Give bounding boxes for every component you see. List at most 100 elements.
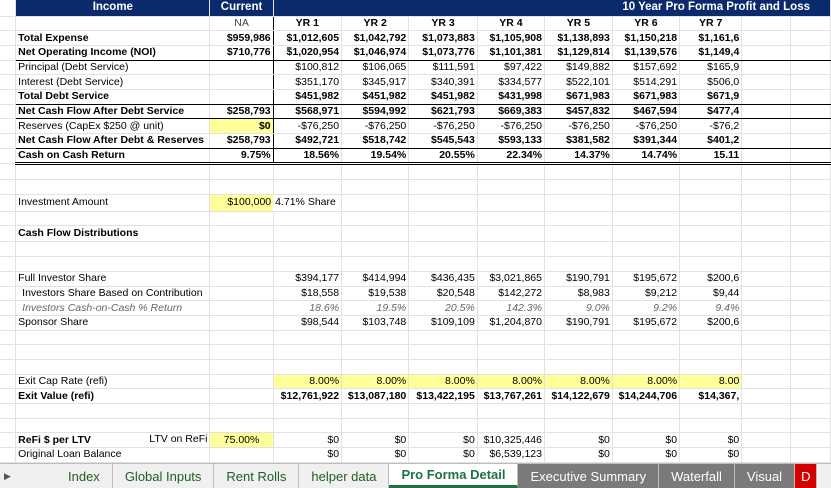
blank[interactable] [209,359,274,375]
year-7-value[interactable]: $0 [679,447,743,463]
blank[interactable] [273,359,343,375]
blank[interactable] [273,179,343,195]
blank[interactable] [612,418,681,434]
investment-share[interactable]: 4.71% Share [273,194,343,212]
tab-visual[interactable]: Visual [734,464,796,488]
blank[interactable] [477,179,546,195]
year-7-value[interactable]: 9.4% [679,300,743,316]
blank[interactable] [15,330,211,346]
blank[interactable] [0,359,17,375]
row-label[interactable]: Full Investor Share [15,270,211,287]
row-gutter[interactable] [0,148,17,165]
year-2-value[interactable]: $106,065 [341,60,410,76]
current-value[interactable]: $710,776 [209,45,274,61]
blank[interactable] [679,241,743,258]
year-3-value[interactable]: $1,073,776 [408,45,478,61]
current-value[interactable]: 9.75% [209,148,274,166]
year-2-value[interactable]: 19.54% [341,148,410,166]
blank[interactable] [544,256,613,272]
current-value[interactable] [209,60,274,76]
year-6-value[interactable]: $195,672 [612,315,681,331]
blank[interactable] [741,418,791,434]
row-gutter[interactable] [0,118,17,134]
year-3-value[interactable]: $545,543 [408,133,478,149]
year-header[interactable]: YR 3 [408,16,478,32]
year-7-value[interactable]: $0 [679,432,743,449]
blank[interactable] [741,270,791,287]
blank[interactable] [0,330,17,346]
year-1-value[interactable]: $492,721 [272,133,343,149]
blank[interactable] [790,16,831,32]
blank[interactable] [341,330,410,346]
row-label[interactable]: Investors Share Based on Contribution [15,286,211,302]
year-5-value[interactable]: $0 [544,447,613,463]
row-label[interactable]: Total Expense [15,30,211,46]
blank[interactable] [0,163,17,181]
row-label[interactable]: Cash on Cash Return [15,148,211,166]
blank[interactable] [544,179,613,195]
blank[interactable] [209,241,274,258]
tab-rent-rolls[interactable]: Rent Rolls [214,464,300,488]
blank[interactable] [741,359,791,375]
year-5-value[interactable]: $457,832 [544,104,613,120]
blank[interactable] [15,256,211,272]
blank[interactable] [741,300,791,316]
blank[interactable] [790,163,831,181]
year-7-value[interactable]: $506,0 [679,74,743,90]
row-gutter[interactable] [0,45,17,61]
row-label[interactable]: Net Cash Flow After Debt Service [15,104,211,120]
year-2-value[interactable]: $1,042,792 [341,30,410,46]
blank[interactable] [741,374,791,390]
tab-pro-forma-detail[interactable]: Pro Forma Detail [389,464,519,488]
blank[interactable] [741,89,791,105]
row-label[interactable]: Original Loan Balance [15,447,211,463]
row-label[interactable]: Exit Cap Rate (refi) [15,374,211,390]
blank[interactable] [544,359,613,375]
blank[interactable] [544,225,613,243]
year-4-value[interactable]: 22.34% [477,148,546,166]
current-value[interactable] [209,89,274,105]
year-4-value[interactable]: $1,204,870 [477,315,546,331]
current-value[interactable] [209,74,274,90]
blank[interactable] [0,241,17,258]
year-7-value[interactable]: $671,9 [679,89,743,105]
distributions-title[interactable]: Cash Flow Distributions [15,225,211,243]
year-header[interactable]: YR 6 [612,16,681,32]
ltv-on-refi-input[interactable]: 75.00% [209,432,274,449]
blank[interactable] [790,447,831,463]
blank[interactable] [209,225,274,243]
blank[interactable] [341,344,410,360]
blank[interactable] [209,403,274,419]
blank[interactable] [0,403,17,419]
year-7-value[interactable]: $0 [679,462,743,463]
current-value[interactable]: $959,986 [209,30,274,46]
investment-amount-input[interactable]: $100,000 [209,194,274,212]
blank[interactable] [612,330,681,346]
blank[interactable] [544,163,613,181]
year-6-value[interactable]: $0 [612,447,681,463]
blank[interactable] [741,447,791,463]
blank[interactable] [477,211,546,227]
blank[interactable] [273,211,343,227]
blank[interactable] [679,344,743,360]
year-3-value[interactable]: 20.55% [408,148,478,166]
blank[interactable] [408,256,478,272]
blank[interactable] [408,359,478,375]
blank[interactable] [679,359,743,375]
year-5-value[interactable]: $8,983 [544,286,613,302]
blank[interactable] [408,241,478,258]
blank[interactable] [209,211,274,227]
year-4-value[interactable]: $593,133 [477,133,546,149]
current-value[interactable]: $258,793 [209,104,274,120]
row-label[interactable]: Net Operating Income (NOI) [15,45,211,61]
blank[interactable] [790,462,831,463]
year-7-value[interactable]: $401,2 [679,133,743,149]
blank[interactable] [209,286,274,302]
year-7-value[interactable]: $14,367, [679,388,743,404]
blank[interactable] [790,118,831,134]
year-5-value[interactable]: $1,129,814 [544,45,613,61]
blank[interactable] [741,225,791,243]
blank[interactable] [741,163,791,181]
year-5-value[interactable]: $671,983 [544,89,613,105]
blank[interactable] [741,286,791,302]
